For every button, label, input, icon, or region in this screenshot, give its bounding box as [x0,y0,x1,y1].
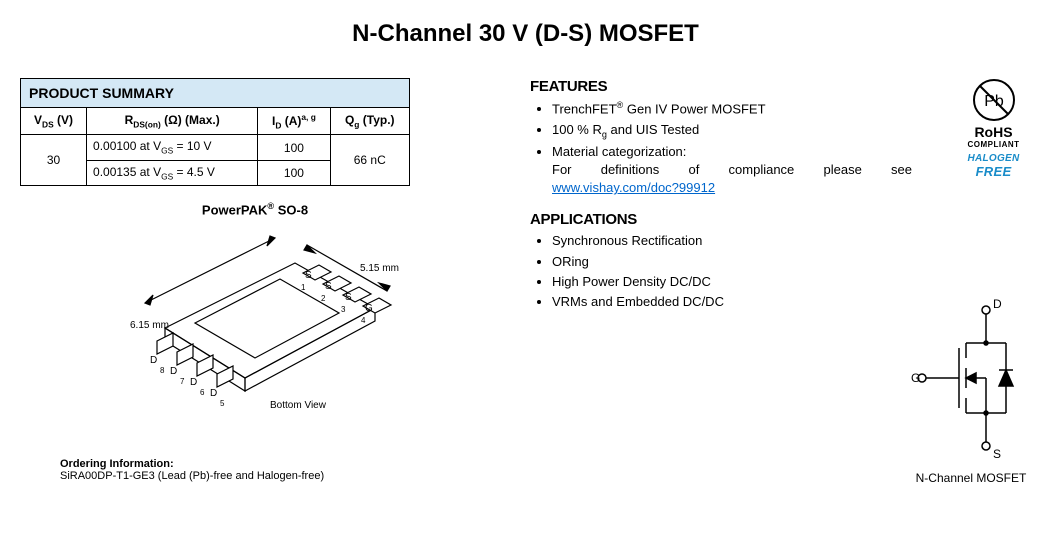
svg-text:6.15 mm: 6.15 mm [130,320,169,331]
svg-text:6: 6 [200,388,205,397]
ordering-text: SiRA00DP-T1-GE3 (Lead (Pb)-free and Halo… [60,470,490,482]
features-list: TrenchFET® Gen IV Power MOSFET 100 % Rg … [552,99,912,197]
svg-text:D: D [170,366,177,377]
list-item: Synchronous Rectification [552,232,1031,250]
package-diagram: 6.15 mm 5.15 mm S1 S2 S3 G4 D8 D7 D6 D5 … [75,223,435,443]
svg-text:5.15 mm: 5.15 mm [360,263,399,274]
col-vds: VDS (V) [21,108,87,135]
col-id: ID (A)a, g [258,108,330,135]
svg-text:S: S [345,292,352,303]
svg-text:3: 3 [341,305,346,314]
svg-text:5: 5 [220,399,225,408]
ordering-info: Ordering Information: SiRA00DP-T1-GE3 (L… [60,458,490,482]
symbol-caption: N-Channel MOSFET [911,471,1031,485]
applications-heading: APPLICATIONS [530,211,1031,228]
svg-text:7: 7 [180,377,185,386]
compliant-label: COMPLIANT [956,140,1031,149]
col-qg: Qg (Typ.) [330,108,410,135]
svg-text:G: G [365,303,373,314]
package-figure: PowerPAK® SO-8 [20,201,490,447]
halogen-label: HALOGEN [956,153,1031,164]
svg-text:D: D [150,355,157,366]
svg-text:D: D [210,388,217,399]
svg-text:Bottom View: Bottom View [270,400,327,411]
id-1: 100 [258,160,330,185]
free-label: FREE [956,164,1031,179]
svg-text:S: S [305,270,312,281]
main-content: PRODUCT SUMMARY VDS (V) RDS(on) (Ω) (Max… [20,78,1031,482]
rdson-0: 0.00100 at VGS = 10 V [87,135,258,160]
ordering-label: Ordering Information: [60,458,490,470]
svg-text:S: S [325,281,332,292]
summary-heading: PRODUCT SUMMARY [21,79,410,108]
list-item: Material categorization:For definitions … [552,143,912,198]
page-title: N-Channel 30 V (D-S) MOSFET [20,20,1031,48]
list-item: High Power Density DC/DC [552,273,1031,291]
pb-free-icon: Pb [972,78,1016,122]
svg-text:D: D [993,298,1002,311]
rdson-1: 0.00135 at VGS = 4.5 V [87,160,258,185]
compliance-link[interactable]: www.vishay.com/doc?99912 [552,180,715,195]
col-rdson: RDS(on) (Ω) (Max.) [87,108,258,135]
right-column: Pb RoHS COMPLIANT HALOGEN FREE FEATURES … [530,78,1031,482]
compliance-badges: Pb RoHS COMPLIANT HALOGEN FREE [956,78,1031,179]
svg-text:S: S [993,447,1001,461]
product-summary-table: PRODUCT SUMMARY VDS (V) RDS(on) (Ω) (Max… [20,78,410,186]
svg-text:D: D [190,377,197,388]
svg-text:2: 2 [321,294,326,303]
svg-text:1: 1 [301,283,306,292]
list-item: 100 % Rg and UIS Tested [552,121,912,141]
qg-value: 66 nC [330,135,410,186]
list-item: ORing [552,253,1031,271]
rohs-label: RoHS [956,124,1031,140]
mosfet-symbol: D G S N-Channel MOSFET [911,298,1031,485]
svg-text:8: 8 [160,366,165,375]
svg-text:4: 4 [361,316,366,325]
list-item: TrenchFET® Gen IV Power MOSFET [552,99,912,119]
id-0: 100 [258,135,330,160]
vds-value: 30 [21,135,87,186]
svg-text:Pb: Pb [984,93,1004,110]
svg-text:G: G [911,371,920,385]
left-column: PRODUCT SUMMARY VDS (V) RDS(on) (Ω) (Max… [20,78,490,482]
package-title: PowerPAK® SO-8 [20,201,490,217]
